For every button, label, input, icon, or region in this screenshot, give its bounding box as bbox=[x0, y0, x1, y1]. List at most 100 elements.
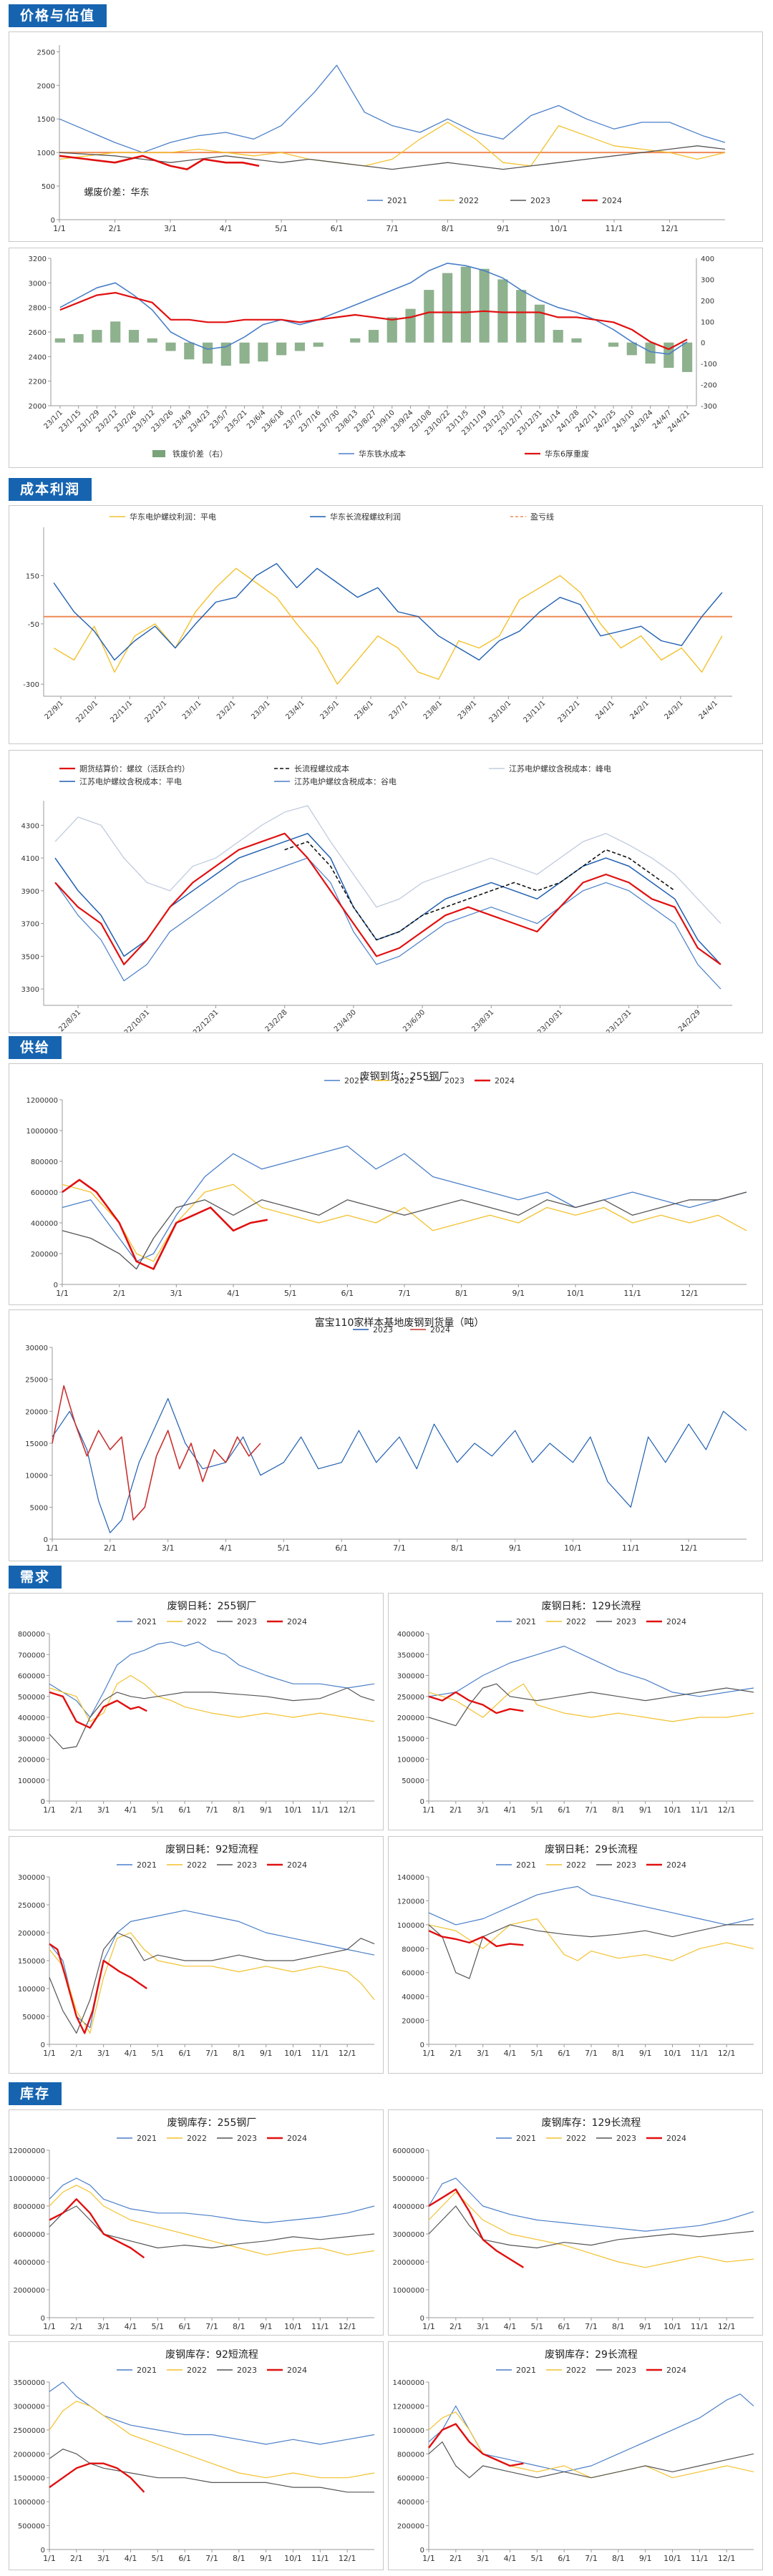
c2-legend-label: 华东铁水成本 bbox=[359, 449, 406, 459]
c4-xtick-label: 23/8/31 bbox=[470, 1008, 495, 1033]
c8-ytick-label: 100000 bbox=[397, 1757, 424, 1765]
c6-xtick-label: 5/1 bbox=[277, 1543, 290, 1553]
c11-series-line bbox=[49, 2198, 145, 2259]
c2-bar bbox=[165, 342, 176, 351]
c2-bar bbox=[424, 290, 434, 343]
c10-legend-label: 2021 bbox=[516, 1860, 536, 1870]
c9-xtick-label: 8/1 bbox=[233, 2049, 245, 2058]
c12-xtick-label: 9/1 bbox=[639, 2322, 652, 2331]
c5-ytick-label: 1000000 bbox=[26, 1128, 58, 1136]
c12-ytick-label: 6000000 bbox=[392, 2147, 424, 2155]
c3-xtick-label: 22/9/1 bbox=[44, 699, 66, 721]
c1-ytick-label: 500 bbox=[42, 183, 55, 191]
c14-xtick-label: 12/1 bbox=[718, 2554, 736, 2563]
c14-xtick-label: 5/1 bbox=[530, 2554, 543, 2563]
c11-series-line bbox=[49, 2177, 375, 2223]
c13-xtick-label: 4/1 bbox=[125, 2554, 137, 2563]
c10-ytick-label: 80000 bbox=[402, 1946, 424, 1953]
c3-ytick-label: 150 bbox=[26, 572, 39, 580]
c8-series-line bbox=[428, 1683, 754, 1727]
chart-consumption-29: 废钢日耗：29长流程 0 20000 40000 60000 80000 100000 120… bbox=[397, 1844, 754, 2058]
c2-rtick-label: -100 bbox=[701, 361, 717, 369]
c2-ytick-label: 2800 bbox=[29, 305, 47, 313]
c7-ytick-label: 200000 bbox=[18, 1757, 45, 1765]
c1-series-line bbox=[59, 155, 260, 170]
c1-ytick-label: 0 bbox=[51, 217, 55, 225]
c9-series-line bbox=[49, 1932, 375, 2034]
c9-series-line bbox=[49, 1932, 375, 2034]
c8-xtick-label: 8/1 bbox=[612, 1805, 625, 1815]
chart-consumption-255: 废钢日耗：255钢厂 0 100000 200000 300000 400000 50000… bbox=[18, 1601, 375, 1815]
c12-xtick-label: 11/1 bbox=[691, 2322, 709, 2331]
c2-ytick-label: 2200 bbox=[29, 379, 47, 386]
c11-xtick-label: 4/1 bbox=[125, 2322, 137, 2331]
chart-inventory-129: 废钢库存：129长流程 0 1000000 2000000 3000000 4000000… bbox=[392, 2117, 754, 2331]
chart-panel-consumption-255: 废钢日耗：255钢厂 0 100000 200000 300000 400000 50000… bbox=[9, 1593, 384, 1830]
c2-bar bbox=[516, 290, 527, 343]
c13-ytick-label: 2500000 bbox=[13, 2427, 45, 2435]
c1-xtick-label: 2/1 bbox=[109, 224, 122, 233]
c11-legend-label: 2021 bbox=[137, 2134, 157, 2143]
c9-ytick-label: 100000 bbox=[18, 1986, 45, 1994]
c6-legend-label: 2023 bbox=[373, 1325, 393, 1335]
c8-xtick-label: 10/1 bbox=[663, 1805, 681, 1815]
c8-legend-label: 2023 bbox=[616, 1617, 636, 1626]
c7-series-line bbox=[49, 1687, 375, 1750]
c7-xtick-label: 2/1 bbox=[70, 1805, 83, 1815]
c2-bar bbox=[73, 333, 84, 343]
c6-legend-label: 2024 bbox=[430, 1325, 450, 1335]
c2-legend-label: 铁废价差（右） bbox=[172, 449, 228, 459]
c2-bar bbox=[571, 338, 582, 343]
chart-scrap-arrival-255: 废钢到货：255钢厂 0 200000 400000 600000 800000 10000… bbox=[26, 1070, 747, 1298]
chart-panel-consumption-92: 废钢日耗：92短流程 0 50000 100000 150000 200000 250000… bbox=[9, 1836, 384, 2074]
c8-xtick-label: 9/1 bbox=[639, 1805, 652, 1815]
c11-ytick-label: 2000000 bbox=[13, 2287, 45, 2295]
c8-ytick-label: 150000 bbox=[397, 1735, 424, 1743]
c1-legend-label: 2023 bbox=[530, 196, 550, 205]
c9-xtick-label: 1/1 bbox=[43, 2049, 56, 2058]
c8-ytick-label: 0 bbox=[420, 1798, 424, 1806]
c11-xtick-label: 11/1 bbox=[311, 2322, 329, 2331]
c2-bar bbox=[608, 342, 619, 347]
c12-ytick-label: 4000000 bbox=[392, 2203, 424, 2211]
c10-xtick-label: 8/1 bbox=[612, 2049, 625, 2058]
c14-ytick-label: 1000000 bbox=[392, 2427, 424, 2435]
c7-xtick-label: 11/1 bbox=[311, 1805, 329, 1815]
c7-ytick-label: 700000 bbox=[18, 1652, 45, 1659]
c12-ytick-label: 5000000 bbox=[392, 2175, 424, 2183]
c11-xtick-label: 3/1 bbox=[97, 2322, 110, 2331]
c4-series-line bbox=[54, 833, 721, 965]
c4-series-line bbox=[54, 805, 721, 924]
c9-xtick-label: 5/1 bbox=[151, 2049, 164, 2058]
c3-ytick-label: -50 bbox=[28, 621, 39, 629]
chart-inventory-92: 废钢库存：92短流程 0 500000 1000000 1500000 2000000 25… bbox=[13, 2349, 375, 2563]
c11-xtick-label: 5/1 bbox=[151, 2322, 164, 2331]
c5-legend-label: 2021 bbox=[344, 1076, 364, 1085]
c8-xtick-label: 6/1 bbox=[558, 1805, 570, 1815]
c11-xtick-label: 10/1 bbox=[284, 2322, 302, 2331]
chart-panel-inventory-92: 废钢库存：92短流程 0 500000 1000000 1500000 2000000 25… bbox=[9, 2341, 384, 2570]
c9-ytick-label: 250000 bbox=[18, 1902, 45, 1910]
c4-xtick-label: 22/12/31 bbox=[192, 1008, 220, 1033]
c6-ytick-label: 30000 bbox=[25, 1345, 48, 1352]
chart-panel-inventory-255: 废钢库存：255钢厂 0 2000000 4000000 6000000 8000000 1… bbox=[9, 2109, 384, 2336]
c14-ytick-label: 1200000 bbox=[392, 2403, 424, 2411]
c11-ytick-label: 8000000 bbox=[13, 2203, 45, 2211]
c13-ytick-label: 3500000 bbox=[13, 2379, 45, 2387]
c5-xtick-label: 12/1 bbox=[681, 1289, 699, 1298]
chart-rebar-scrap-spread: 0 500 1000 1500 2000 2500 1/1 2/1 3/1 4/1 5/1 6/1 7/… bbox=[37, 45, 726, 233]
c3-xtick-label: 23/4/1 bbox=[284, 699, 306, 721]
c14-xtick-label: 8/1 bbox=[612, 2554, 625, 2563]
c4-xtick-label: 22/8/31 bbox=[57, 1008, 82, 1033]
c4-legend-label: 江苏电炉螺纹含税成本：谷电 bbox=[294, 776, 397, 786]
c10-legend-label: 2022 bbox=[566, 1860, 586, 1870]
chart-panel-scrap-arrival: 废钢到货：255钢厂 0 200000 400000 600000 800000 10000… bbox=[9, 1063, 763, 1305]
c7-ytick-label: 600000 bbox=[18, 1673, 45, 1681]
c6-ytick-label: 5000 bbox=[30, 1504, 48, 1512]
c8-xtick-label: 11/1 bbox=[691, 1805, 709, 1815]
c4-xtick-label: 23/4/30 bbox=[333, 1008, 358, 1033]
c4-xtick-label: 23/6/30 bbox=[402, 1008, 427, 1033]
c12-ytick-label: 0 bbox=[420, 2315, 424, 2323]
c5-ytick-label: 600000 bbox=[31, 1189, 58, 1197]
c12-xtick-label: 8/1 bbox=[612, 2322, 625, 2331]
